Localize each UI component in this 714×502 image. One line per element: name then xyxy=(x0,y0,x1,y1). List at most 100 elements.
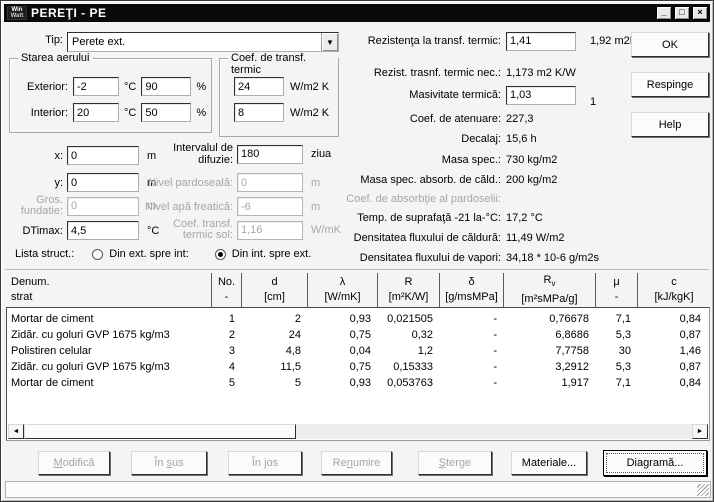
minimize-button[interactable]: _ xyxy=(656,6,672,20)
flux-vapori-label: Densitatea fluxului de vapori: xyxy=(359,252,501,264)
tip-combobox[interactable]: Perete ext. ▼ xyxy=(67,32,339,52)
modifica-button[interactable]: Modifică xyxy=(38,451,110,475)
layer-lambda: 0,93 xyxy=(349,313,371,325)
layer-mu: 5,3 xyxy=(615,361,631,373)
interval-difuzie-input[interactable] xyxy=(237,144,303,164)
table-row[interactable]: Zidăr. cu goluri GVP 1675 kg/m3 2 24 0,75 0,… xyxy=(7,327,709,343)
in-jos-button[interactable]: În jos xyxy=(228,451,302,475)
coef-sol-label-line1: Coef. transf. xyxy=(173,218,233,230)
layer-c: 0,84 xyxy=(679,377,701,389)
chevron-down-icon[interactable]: ▼ xyxy=(321,33,338,51)
maximize-button[interactable]: □ xyxy=(674,6,690,20)
scroll-right-arrow-icon[interactable]: ► xyxy=(692,424,708,439)
layer-r: 0,15333 xyxy=(393,361,433,373)
interior-temp-input[interactable] xyxy=(73,103,119,122)
col-delta-l1: δ xyxy=(468,276,475,288)
radio-din-int-spre-ext[interactable] xyxy=(214,248,226,260)
coef-exterior-unit: W/m2 K xyxy=(290,80,330,93)
layer-rv: 0,76678 xyxy=(549,313,589,325)
materiale-button[interactable]: Materiale... xyxy=(511,451,587,475)
renumire-pre: Re xyxy=(332,457,347,469)
exterior-temp-input[interactable] xyxy=(73,77,119,96)
y-input[interactable] xyxy=(67,173,139,192)
resize-grip-icon[interactable] xyxy=(697,484,709,496)
table-row[interactable]: Polistiren celular 3 4,8 0,04 1,2 - 7,7758 30 1,… xyxy=(7,343,709,359)
table-row[interactable]: Mortar de ciment 1 2 0,93 0,021505 - 0,76678 7,… xyxy=(7,311,709,327)
atenuare-label: Coef. de atenuare: xyxy=(409,113,501,125)
sterge-post: terge xyxy=(446,457,472,469)
y-unit: m xyxy=(147,176,157,189)
col-rv-symbol: R xyxy=(543,274,552,287)
col-rv-subscript: v xyxy=(551,279,556,289)
col-denum-l2: strat xyxy=(11,291,33,303)
scrollbar-thumb[interactable] xyxy=(24,424,296,439)
temp-suprafata-value: 17,2 °C xyxy=(506,212,543,224)
dtimax-input[interactable] xyxy=(67,221,139,240)
col-rv-l1: Rv xyxy=(544,273,556,291)
table-row[interactable]: Zidăr. cu goluri GVP 1675 kg/m3 4 11,5 0,75… xyxy=(7,359,709,375)
table-header: Denum. strat No. - d [cm] λ [W/mK] R [m²K/W] … xyxy=(6,273,710,307)
coef-interior-input[interactable] xyxy=(234,103,284,122)
nivel-pardoseala-input[interactable] xyxy=(237,173,303,192)
layer-delta: - xyxy=(493,361,497,373)
layer-no: 3 xyxy=(228,345,235,357)
in-sus-pre: În xyxy=(154,457,167,469)
flux-caldura-label: Densitatea fluxului de căldură: xyxy=(353,232,501,244)
interior-humidity-input[interactable] xyxy=(141,103,192,122)
masivitate-extra: 1 xyxy=(590,96,597,108)
renumire-post: umire xyxy=(352,457,381,469)
modifica-key: M xyxy=(53,457,63,469)
ok-button[interactable]: OK xyxy=(631,32,709,57)
layer-lambda: 0,75 xyxy=(349,361,371,373)
renumire-button[interactable]: Renumire xyxy=(321,451,392,475)
layer-mu: 30 xyxy=(618,345,631,357)
nivel-apa-input[interactable] xyxy=(237,197,303,216)
layer-name: Polistiren celular xyxy=(11,345,92,357)
scroll-left-arrow-icon[interactable]: ◄ xyxy=(8,424,24,439)
rezist-nec-label: Rezist. trasnf. termic nec.: xyxy=(373,67,501,79)
layer-mu: 5,3 xyxy=(615,329,631,341)
col-mu-l1: μ xyxy=(613,276,620,288)
in-sus-button[interactable]: În sus xyxy=(131,451,207,475)
col-r-l1: R xyxy=(404,276,413,288)
exterior-humidity-input[interactable] xyxy=(141,77,192,96)
layer-no: 5 xyxy=(228,377,235,389)
gros-fundatie-input[interactable] xyxy=(67,196,139,216)
masa-absorb-label: Masa spec. absorb. de căld.: xyxy=(360,174,501,186)
rezistenta-input[interactable] xyxy=(506,31,576,51)
layer-delta: - xyxy=(493,329,497,341)
masa-spec-value: 730 kg/m2 xyxy=(506,154,558,166)
respinge-button[interactable]: Respinge xyxy=(631,72,709,97)
nivel-pardoseala-unit: m xyxy=(311,176,321,189)
window-title: PEREŢI - PE xyxy=(31,6,107,20)
diagrama-button[interactable]: Diagramă... xyxy=(603,450,707,476)
help-button[interactable]: Help xyxy=(631,112,709,137)
interval-label-line2: difuzie: xyxy=(198,154,233,166)
interval-label-line1: Intervalul de xyxy=(173,142,233,154)
layer-c: 1,46 xyxy=(679,345,701,357)
layer-c: 0,87 xyxy=(679,361,701,373)
window-controls: _ □ × xyxy=(656,6,710,20)
horizontal-scrollbar[interactable]: ◄ ► xyxy=(8,424,708,439)
layer-name: Zidăr. cu goluri GVP 1675 kg/m3 xyxy=(11,329,170,341)
layer-d: 5 xyxy=(294,377,301,389)
gros-label-line1: Gros. xyxy=(36,194,63,206)
layer-mu: 7,1 xyxy=(615,377,631,389)
layer-name: Mortar de ciment xyxy=(11,377,94,389)
layer-d: 11,5 xyxy=(280,361,301,373)
col-delta-l2: [g/msMPa] xyxy=(445,291,498,303)
coef-sol-input[interactable] xyxy=(237,220,303,240)
col-no-l1: No. xyxy=(217,276,236,288)
interval-difuzie-unit: ziua xyxy=(311,148,332,160)
radio-din-ext-spre-int[interactable] xyxy=(92,248,104,260)
interior-temp-unit: °C xyxy=(124,106,137,119)
coef-exterior-input[interactable] xyxy=(234,77,284,96)
close-button[interactable]: × xyxy=(692,6,708,20)
x-input[interactable] xyxy=(67,146,139,165)
sterge-button[interactable]: Şterge xyxy=(418,451,492,475)
table-row[interactable]: Mortar de ciment 5 5 0,93 0,053763 - 1,917 7,1 0… xyxy=(7,375,709,391)
layer-r: 0,021505 xyxy=(387,313,433,325)
status-bar xyxy=(5,481,711,498)
masivitate-input[interactable] xyxy=(506,85,576,105)
